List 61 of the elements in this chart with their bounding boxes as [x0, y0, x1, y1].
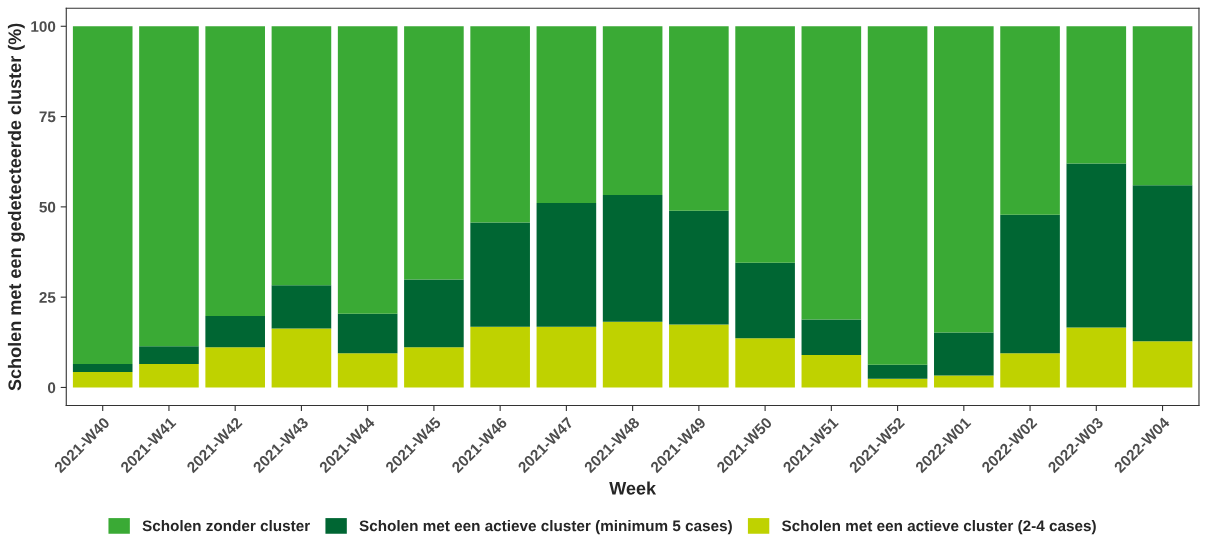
bar: [139, 363, 199, 388]
bar: [470, 326, 530, 388]
y-axis-title: Scholen met een gedetecteerde cluster (%): [7, 23, 25, 391]
bar: [205, 347, 265, 388]
bar: [337, 353, 398, 388]
legend-label: Scholen met een actieve cluster (2-4 cases): [781, 520, 1096, 535]
bar: [1000, 214, 1060, 354]
bar: [867, 378, 928, 388]
bar: [1000, 26, 1060, 215]
bar: [271, 328, 332, 388]
bar: [1066, 163, 1127, 328]
y-tick-label: 75: [39, 111, 56, 123]
bar: [337, 313, 398, 354]
bar: [867, 364, 928, 379]
bar: [72, 26, 133, 364]
bar: [536, 202, 597, 327]
bar: [404, 347, 464, 388]
legend-label: Scholen met een actieve cluster (minimum 5 cases): [359, 520, 732, 535]
bar: [801, 354, 862, 388]
y-tick-label: 50: [39, 201, 56, 213]
bar: [1066, 26, 1127, 164]
bar: [536, 326, 597, 388]
bar: [139, 346, 199, 364]
bar: [404, 26, 464, 280]
bar: [602, 321, 663, 388]
y-tick-label: 100: [31, 21, 56, 32]
bar: [735, 26, 795, 263]
bar: [1132, 341, 1193, 388]
bar: [602, 194, 663, 322]
bar: [735, 338, 795, 388]
bar: [669, 324, 729, 388]
bar: [271, 26, 332, 286]
y-tick-label: 0: [47, 382, 56, 394]
bar: [934, 375, 994, 388]
bar: [205, 26, 265, 316]
bar: [1066, 327, 1127, 388]
x-axis-title: Week: [609, 481, 657, 495]
bar: [867, 26, 928, 365]
bar: [337, 26, 398, 314]
bar: [139, 26, 199, 347]
legend-label: Scholen zonder cluster: [142, 520, 310, 532]
bar: [205, 315, 265, 348]
bar: [801, 26, 862, 320]
bar: [669, 26, 729, 211]
bar: [470, 26, 530, 223]
bar: [404, 279, 464, 348]
bar: [72, 371, 133, 388]
bar: [1000, 353, 1060, 388]
bar: [801, 319, 862, 355]
bar: [1132, 26, 1193, 186]
bar: [735, 262, 795, 339]
bar: [72, 363, 133, 372]
bar: [470, 222, 530, 327]
bar: [934, 332, 994, 376]
bar: [536, 26, 597, 203]
bar: [934, 26, 994, 333]
bar: [271, 285, 332, 329]
y-tick-label: 25: [39, 292, 56, 303]
bar: [669, 210, 729, 325]
bar: [602, 26, 663, 195]
bar: [1132, 185, 1193, 342]
